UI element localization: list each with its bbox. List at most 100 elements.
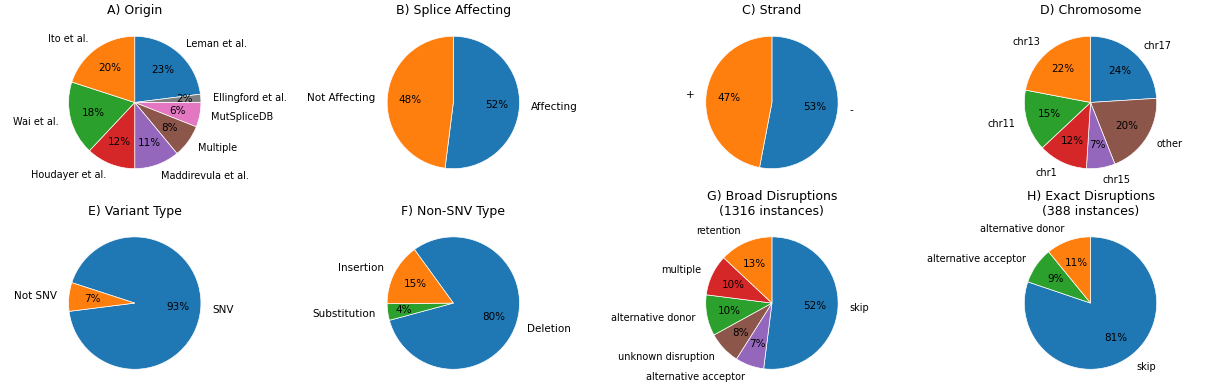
Text: 48%: 48% [399,95,422,105]
Text: Affecting: Affecting [531,103,578,112]
Text: Leman et al.: Leman et al. [187,39,248,49]
Wedge shape [445,36,520,168]
Text: 10%: 10% [721,280,744,290]
Text: SNV: SNV [212,305,234,316]
Wedge shape [387,303,454,320]
Text: MutSpliceDB: MutSpliceDB [211,112,273,122]
Text: 12%: 12% [107,138,131,147]
Title: A) Origin: A) Origin [107,4,162,17]
Text: 80%: 80% [482,312,505,323]
Text: 7%: 7% [749,339,766,349]
Text: Deletion: Deletion [527,324,571,334]
Text: chr1: chr1 [1036,168,1058,178]
Wedge shape [1025,237,1157,369]
Wedge shape [764,237,838,369]
Text: Not Affecting: Not Affecting [307,92,376,103]
Wedge shape [68,82,134,151]
Text: other: other [1157,139,1182,149]
Text: 81%: 81% [1104,333,1127,343]
Wedge shape [134,36,200,103]
Text: Houdayer et al.: Houdayer et al. [30,170,106,180]
Text: 4%: 4% [396,305,412,315]
Wedge shape [1091,36,1157,103]
Text: 7%: 7% [84,294,100,304]
Text: 47%: 47% [717,94,741,103]
Text: skip: skip [850,303,870,313]
Wedge shape [389,237,520,369]
Wedge shape [737,303,772,369]
Text: 11%: 11% [1065,257,1088,268]
Wedge shape [134,103,201,127]
Text: chr11: chr11 [988,119,1015,129]
Text: chr15: chr15 [1103,175,1131,184]
Text: Wai et al.: Wai et al. [13,117,59,127]
Text: skip: skip [1136,362,1155,372]
Text: 13%: 13% [743,259,766,269]
Text: 9%: 9% [1047,273,1064,284]
Wedge shape [1027,252,1091,303]
Wedge shape [714,303,772,359]
Title: G) Broad Disruptions
(1316 instances): G) Broad Disruptions (1316 instances) [706,190,837,218]
Text: 93%: 93% [166,302,189,312]
Wedge shape [1091,98,1157,164]
Text: -: - [849,105,854,115]
Text: 53%: 53% [803,101,826,112]
Wedge shape [68,283,134,311]
Wedge shape [723,237,772,303]
Wedge shape [1086,103,1115,168]
Text: 8%: 8% [732,328,749,337]
Text: unknown disruption: unknown disruption [619,351,715,362]
Text: 12%: 12% [1060,136,1083,146]
Text: 15%: 15% [1038,110,1060,119]
Title: D) Chromosome: D) Chromosome [1039,4,1141,17]
Text: Ellingford et al.: Ellingford et al. [212,92,287,103]
Text: 10%: 10% [719,306,742,316]
Wedge shape [134,103,177,168]
Wedge shape [1049,237,1091,303]
Text: alternative donor: alternative donor [611,313,695,323]
Wedge shape [70,237,201,369]
Wedge shape [387,250,454,304]
Title: E) Variant Type: E) Variant Type [88,205,182,218]
Text: chr13: chr13 [1013,37,1041,47]
Text: 7%: 7% [1089,140,1105,150]
Wedge shape [134,94,201,103]
Text: 20%: 20% [98,63,121,73]
Text: 18%: 18% [82,108,105,118]
Wedge shape [1026,36,1091,103]
Text: 24%: 24% [1109,66,1131,76]
Title: C) Strand: C) Strand [742,4,802,17]
Text: 2%: 2% [176,94,193,105]
Wedge shape [387,36,454,168]
Wedge shape [1042,103,1091,168]
Text: 6%: 6% [168,106,185,115]
Wedge shape [1025,90,1091,148]
Wedge shape [705,295,772,335]
Text: 20%: 20% [1115,121,1138,131]
Title: F) Non-SNV Type: F) Non-SNV Type [401,205,505,218]
Text: Maddirevula et al.: Maddirevula et al. [161,171,249,181]
Wedge shape [760,36,838,168]
Text: alternative acceptor: alternative acceptor [927,254,1026,264]
Text: alternative acceptor: alternative acceptor [647,372,745,381]
Text: 52%: 52% [803,301,826,311]
Text: retention: retention [697,226,741,236]
Text: alternative donor: alternative donor [980,225,1064,234]
Title: B) Splice Affecting: B) Splice Affecting [395,4,511,17]
Text: Not SNV: Not SNV [13,291,57,301]
Text: chr17: chr17 [1144,41,1172,51]
Text: 23%: 23% [151,65,174,75]
Text: 11%: 11% [138,138,161,148]
Text: multiple: multiple [661,265,701,275]
Wedge shape [705,36,772,167]
Text: 22%: 22% [1052,64,1075,74]
Text: 15%: 15% [404,279,427,289]
Text: Ito et al.: Ito et al. [49,34,89,44]
Text: 8%: 8% [161,123,178,133]
Wedge shape [72,36,134,103]
Title: H) Exact Disruptions
(388 instances): H) Exact Disruptions (388 instances) [1026,190,1154,218]
Text: Substitution: Substitution [312,309,376,319]
Wedge shape [134,103,196,154]
Wedge shape [89,103,134,168]
Text: Multiple: Multiple [198,144,237,153]
